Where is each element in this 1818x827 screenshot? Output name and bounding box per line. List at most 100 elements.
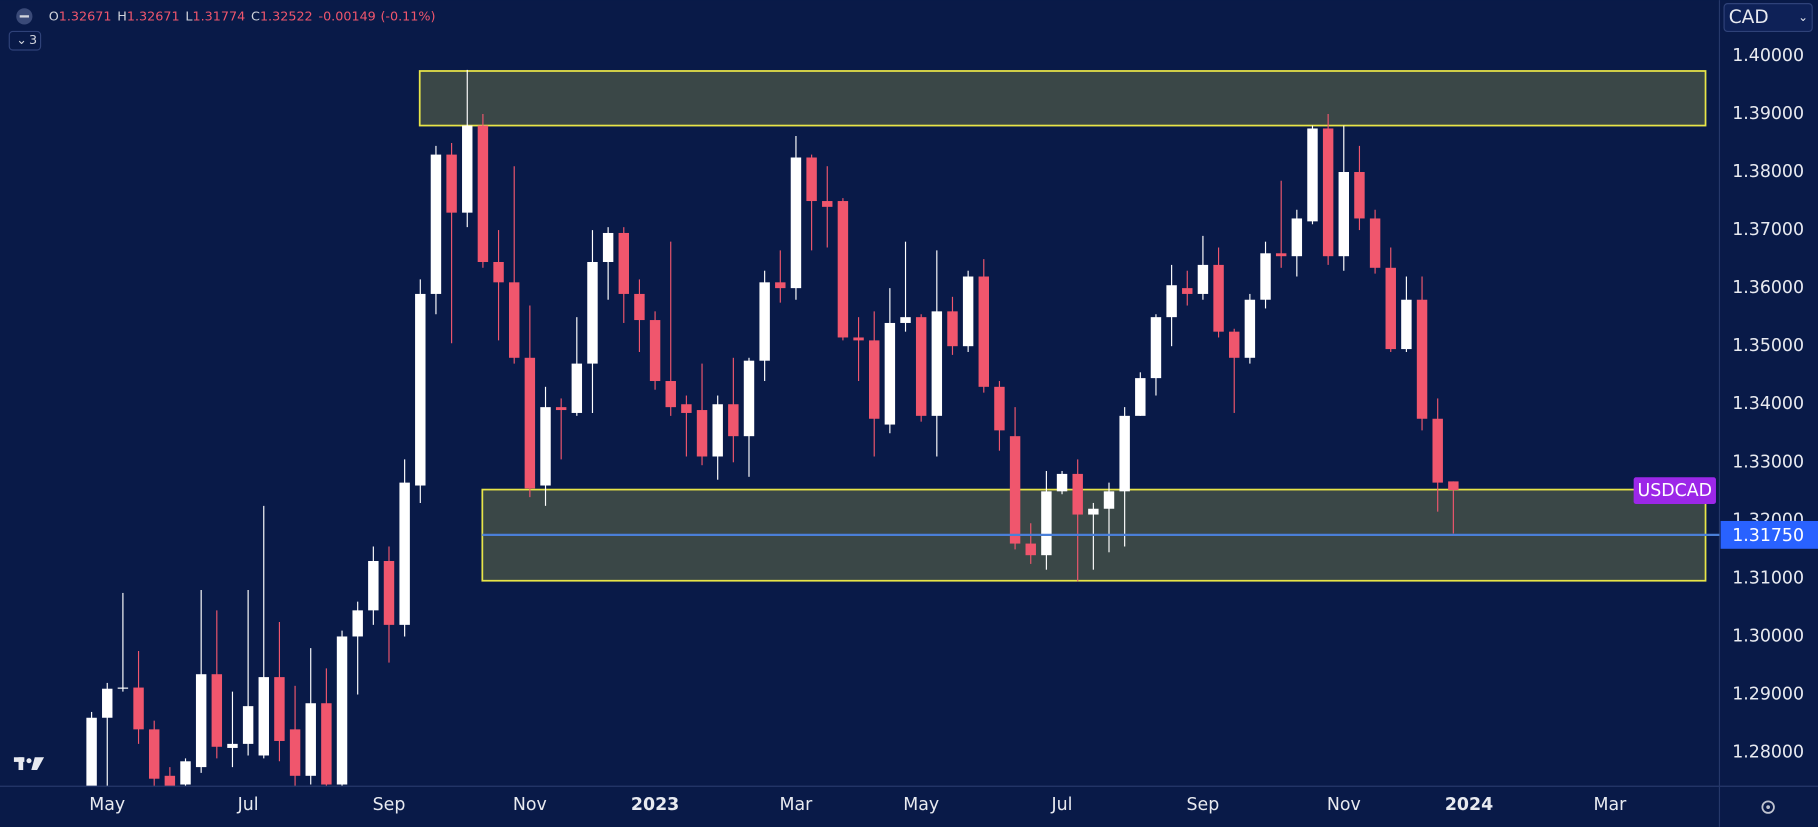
y-tick-label: 1.28000 <box>1732 743 1804 763</box>
candle-body <box>868 340 880 419</box>
candle-body <box>462 125 473 213</box>
x-tick-label: Jul <box>237 795 259 815</box>
candle-body <box>1072 473 1083 515</box>
candle-body <box>790 157 802 289</box>
candle-body <box>321 703 332 785</box>
y-tick-label: 1.37000 <box>1732 220 1804 240</box>
candle-body <box>493 261 504 283</box>
candle-body <box>931 311 943 416</box>
ohlc-value: 1.31774 <box>193 9 246 24</box>
candle-body <box>148 729 160 779</box>
candle-body <box>508 282 520 358</box>
candle-body <box>1229 331 1240 358</box>
candle-body <box>1150 317 1162 379</box>
currency-label: CAD <box>1729 7 1769 28</box>
candle-body <box>994 386 1005 431</box>
candle-body <box>665 381 676 408</box>
candle-body <box>305 703 316 776</box>
candle-body <box>1244 299 1256 358</box>
candle-body <box>1338 172 1350 257</box>
candle-body <box>618 232 629 294</box>
y-tick-label: 1.31000 <box>1732 568 1804 588</box>
candle-body <box>1307 128 1318 222</box>
candle-body <box>1401 299 1412 350</box>
candle-body <box>1103 491 1115 509</box>
candle-body <box>540 407 551 486</box>
x-tick-label: Nov <box>513 795 547 815</box>
ohlc-legend: O1.32671 H1.32671 L1.31774 C1.32522 -0.00149… <box>49 9 436 24</box>
candle-body <box>415 293 426 486</box>
candle-body <box>1009 436 1021 544</box>
x-tick-label: Jul <box>1051 795 1073 815</box>
candle-body <box>649 320 661 382</box>
currency-dropdown[interactable] <box>1723 3 1813 33</box>
candle-body <box>1385 267 1396 350</box>
zone <box>418 70 1707 127</box>
y-tick-label: 1.34000 <box>1732 394 1804 414</box>
logo-part <box>31 757 45 771</box>
candle-body <box>117 687 129 689</box>
candle-body <box>164 775 176 787</box>
candle-body <box>242 706 254 744</box>
candle-body <box>712 404 723 457</box>
x-tick-label: 2023 <box>631 795 679 815</box>
x-tick-label: Mar <box>780 795 814 815</box>
ohlc-label: C <box>251 9 260 24</box>
candle-body <box>1182 288 1193 294</box>
candle-body <box>1354 172 1365 219</box>
candle-body <box>352 610 363 637</box>
change-value: -0.00149 <box>318 9 375 24</box>
candle-body <box>86 717 97 787</box>
x-tick-label: May <box>89 795 125 815</box>
y-tick-label: 1.30000 <box>1732 626 1804 646</box>
y-tick-label: 1.36000 <box>1732 278 1804 298</box>
symbol-badge <box>1633 477 1716 504</box>
candle-body <box>383 560 395 625</box>
candle-body <box>1291 218 1303 257</box>
candle-body <box>555 407 567 411</box>
candle-body <box>1119 415 1130 492</box>
ohlc-label: O <box>49 9 59 24</box>
candle-body <box>947 311 958 347</box>
candle-body <box>1260 253 1271 300</box>
tradingview-logo[interactable] <box>13 757 45 771</box>
candle-body <box>900 317 911 323</box>
candle-body <box>1166 285 1177 318</box>
y-tick-label: 1.39000 <box>1732 104 1804 124</box>
settings-icon[interactable] <box>1761 800 1775 814</box>
candle-body <box>1213 264 1224 332</box>
candle-body <box>211 674 223 747</box>
change-percent: (-0.11%) <box>380 9 435 24</box>
x-tick-label: Sep <box>1187 795 1220 815</box>
candle-body <box>1135 378 1146 416</box>
candle-body <box>1369 218 1381 268</box>
candle-body <box>1322 128 1334 257</box>
candle-body <box>289 729 301 776</box>
candle-body <box>1056 473 1068 492</box>
y-tick-label: 1.40000 <box>1732 46 1804 66</box>
y-tick-label: 1.38000 <box>1732 162 1804 182</box>
candle-body <box>884 322 896 425</box>
price-badge <box>1720 520 1818 549</box>
candle-body <box>915 317 927 416</box>
y-tick-label: 1.33000 <box>1732 452 1804 472</box>
candle-body <box>681 404 692 413</box>
candle-body <box>696 410 708 457</box>
x-tick-label: Nov <box>1327 795 1361 815</box>
candle-body <box>195 674 207 768</box>
dropdown-chevron: ⌄ <box>1798 10 1808 24</box>
logo-part <box>18 757 24 771</box>
candle-body <box>102 688 113 718</box>
candle-body <box>571 363 583 413</box>
candle-body <box>1088 508 1099 515</box>
candle-body <box>806 157 817 202</box>
candle-body <box>1448 481 1459 491</box>
indicator-toggle[interactable] <box>8 30 42 51</box>
ohlc-value: 1.32522 <box>260 9 313 24</box>
candle-body <box>1432 418 1443 483</box>
candle-body <box>587 261 598 364</box>
candle-body <box>1025 543 1036 556</box>
price-badge-label: 1.31750 <box>1732 526 1804 546</box>
